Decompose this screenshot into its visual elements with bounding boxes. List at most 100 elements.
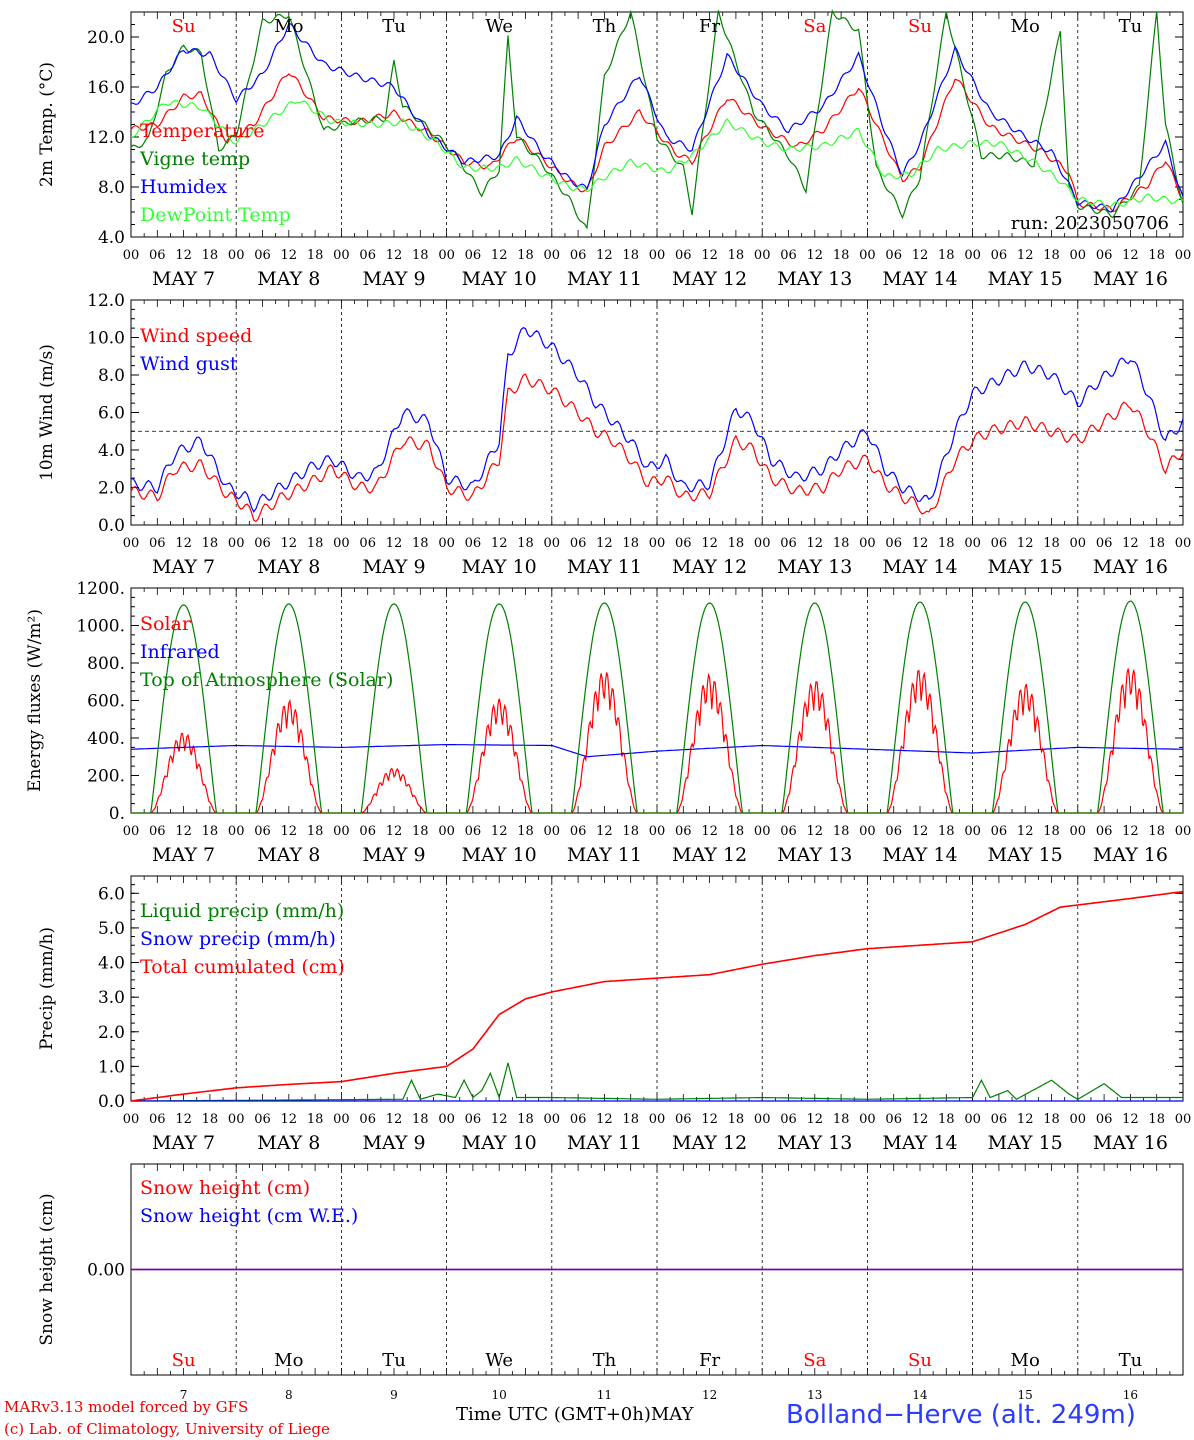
y-axis-label: Precip (mm/h) bbox=[37, 927, 57, 1050]
hour-label: 12 bbox=[281, 248, 298, 263]
date-label: MAY 11 bbox=[567, 556, 642, 578]
date-label: MAY 7 bbox=[152, 268, 215, 290]
hour-label: 12 bbox=[491, 536, 508, 551]
hour-label: 12 bbox=[701, 536, 718, 551]
y-tick-label: 4.0 bbox=[98, 441, 125, 461]
hour-label: 12 bbox=[807, 824, 824, 839]
hour-label: 06 bbox=[991, 1112, 1008, 1127]
date-label: MAY 11 bbox=[567, 1132, 642, 1154]
hour-label: 12 bbox=[912, 824, 929, 839]
date-label: MAY 12 bbox=[672, 1132, 747, 1154]
hour-label: 00 bbox=[544, 248, 561, 263]
date-label: MAY 11 bbox=[567, 268, 642, 290]
hour-label: 06 bbox=[675, 824, 692, 839]
y-tick-label: 10.0 bbox=[87, 329, 125, 349]
day-number: 15 bbox=[1018, 1388, 1033, 1402]
y-tick-label: 6.0 bbox=[98, 884, 125, 904]
hour-label: 18 bbox=[517, 1112, 534, 1127]
hour-label: 00 bbox=[964, 1112, 981, 1127]
y-tick-label: 0.0 bbox=[98, 516, 125, 536]
hour-label: 00 bbox=[438, 248, 455, 263]
hour-label: 18 bbox=[938, 824, 955, 839]
hour-label: 06 bbox=[359, 824, 376, 839]
hour-label: 06 bbox=[570, 536, 587, 551]
weekday-label: Fr bbox=[699, 1350, 720, 1371]
hour-label: 18 bbox=[1043, 824, 1060, 839]
y-tick-label: 1200. bbox=[76, 579, 125, 599]
hour-label: 06 bbox=[991, 248, 1008, 263]
plot-frame bbox=[130, 587, 1184, 814]
hour-label: 06 bbox=[675, 1112, 692, 1127]
hour-label: 00 bbox=[859, 1112, 876, 1127]
hour-label: 18 bbox=[307, 1112, 324, 1127]
hour-label: 18 bbox=[1043, 1112, 1060, 1127]
hour-label: 12 bbox=[281, 824, 298, 839]
date-label: MAY 8 bbox=[257, 268, 320, 290]
date-label: MAY 13 bbox=[777, 268, 852, 290]
date-label: MAY 7 bbox=[152, 844, 215, 866]
hour-label: 12 bbox=[1122, 824, 1139, 839]
legend-entry: Solar bbox=[140, 613, 192, 635]
hour-label: 12 bbox=[281, 1112, 298, 1127]
hour-label: 00 bbox=[228, 1112, 245, 1127]
hour-label: 12 bbox=[175, 248, 192, 263]
date-label: MAY 7 bbox=[152, 1132, 215, 1154]
hour-label: 12 bbox=[596, 824, 613, 839]
hour-label: 06 bbox=[149, 536, 166, 551]
hour-label: 18 bbox=[622, 536, 639, 551]
hour-label: 00 bbox=[123, 1112, 140, 1127]
panel-1 bbox=[130, 9, 1184, 238]
series-line bbox=[130, 373, 1184, 523]
hour-label: 00 bbox=[1175, 536, 1192, 551]
day-number: 10 bbox=[492, 1388, 507, 1402]
y-tick-label: 0. bbox=[109, 804, 125, 824]
y-tick-label: 16.0 bbox=[87, 78, 125, 98]
y-tick-label: 600. bbox=[87, 692, 125, 712]
hour-label: 00 bbox=[1070, 536, 1087, 551]
credit-line-2: (c) Lab. of Climatology, University of L… bbox=[4, 1420, 330, 1438]
y-tick-label: 400. bbox=[87, 729, 125, 749]
hour-label: 00 bbox=[1070, 824, 1087, 839]
hour-label: 18 bbox=[938, 248, 955, 263]
hour-label: 06 bbox=[359, 248, 376, 263]
day-number: 8 bbox=[285, 1388, 293, 1402]
legend-entry: Top of Atmosphere (Solar) bbox=[140, 669, 393, 691]
panel-4 bbox=[130, 875, 1184, 1102]
hour-label: 00 bbox=[123, 536, 140, 551]
date-label: MAY 13 bbox=[777, 844, 852, 866]
hour-label: 18 bbox=[202, 536, 219, 551]
hour-label: 18 bbox=[1148, 1112, 1165, 1127]
hour-label: 06 bbox=[465, 1112, 482, 1127]
day-number: 13 bbox=[807, 1388, 822, 1402]
hour-label: 18 bbox=[833, 824, 850, 839]
y-tick-label: 0.00 bbox=[87, 1261, 125, 1281]
hour-label: 18 bbox=[412, 536, 429, 551]
day-number: 7 bbox=[180, 1388, 188, 1402]
hour-label: 12 bbox=[175, 1112, 192, 1127]
hour-label: 12 bbox=[386, 824, 403, 839]
weekday-label: Tu bbox=[382, 16, 406, 37]
hour-label: 00 bbox=[544, 824, 561, 839]
legend-entry: Snow height (cm W.E.) bbox=[140, 1205, 358, 1227]
date-label: MAY 14 bbox=[882, 844, 957, 866]
legend-entry: Temperature bbox=[140, 120, 264, 142]
date-label: MAY 12 bbox=[672, 556, 747, 578]
weekday-label: We bbox=[485, 1350, 513, 1371]
hour-label: 06 bbox=[780, 824, 797, 839]
hour-label: 18 bbox=[938, 536, 955, 551]
y-axis-label: Energy fluxes (W/m²) bbox=[25, 609, 45, 792]
legend-entry: Infrared bbox=[140, 641, 220, 663]
series-line bbox=[130, 9, 1184, 230]
hour-label: 12 bbox=[596, 248, 613, 263]
day-number: 9 bbox=[390, 1388, 398, 1402]
hour-label: 12 bbox=[596, 536, 613, 551]
y-tick-label: 0.0 bbox=[98, 1092, 125, 1112]
weekday-label: Th bbox=[593, 1350, 617, 1371]
date-label: MAY 10 bbox=[462, 556, 537, 578]
hour-label: 00 bbox=[754, 824, 771, 839]
hour-label: 18 bbox=[622, 1112, 639, 1127]
series-line bbox=[130, 22, 1184, 213]
hour-label: 06 bbox=[465, 536, 482, 551]
hour-label: 00 bbox=[649, 1112, 666, 1127]
hour-label: 18 bbox=[517, 536, 534, 551]
